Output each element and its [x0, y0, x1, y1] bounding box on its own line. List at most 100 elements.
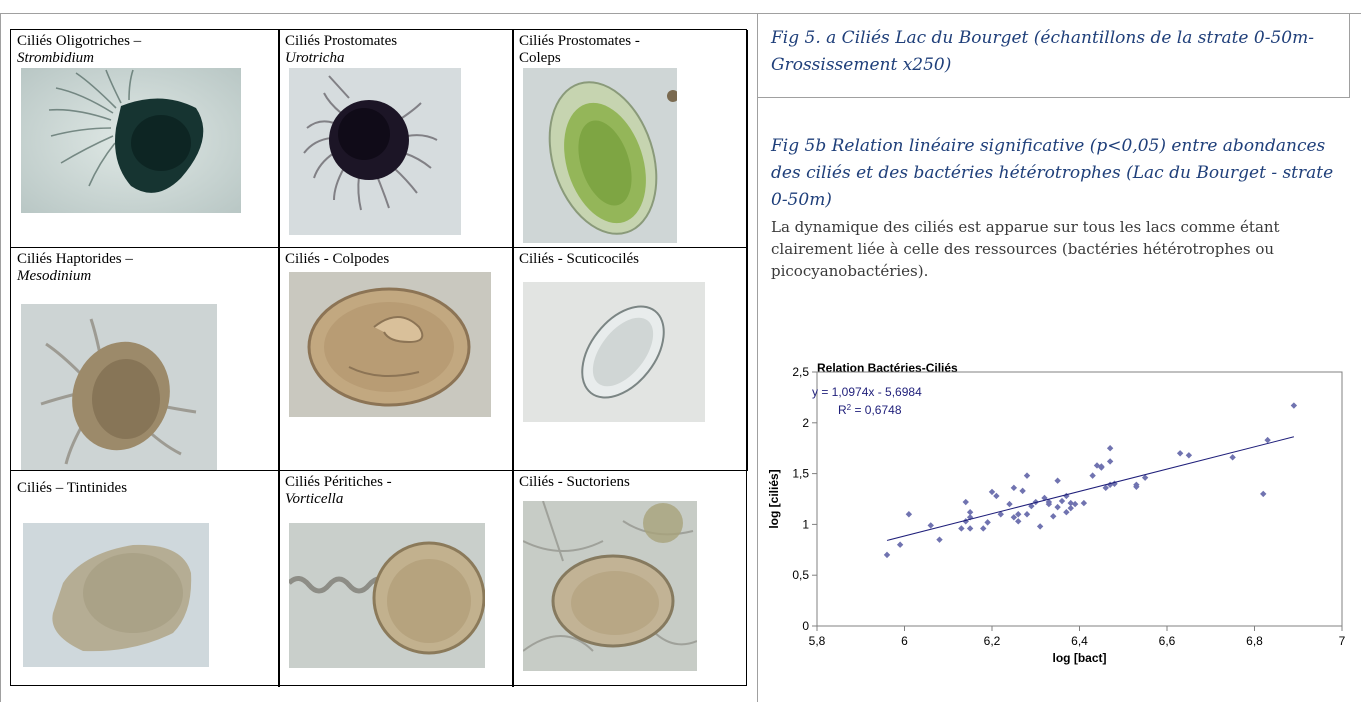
data-point	[1050, 513, 1057, 520]
x-tick-label: 6,4	[1071, 634, 1088, 648]
cell-label: Ciliés - Scuticocilés	[519, 251, 639, 267]
body-paragraph: La dynamique des ciliés est apparue sur …	[771, 218, 1280, 280]
data-point	[1102, 484, 1109, 492]
data-point	[1036, 523, 1044, 530]
page-frame-left	[0, 13, 1, 702]
y-tick-label: 1	[802, 517, 809, 531]
data-point	[1229, 454, 1236, 461]
data-point	[883, 551, 891, 559]
caption-frame-bottom	[757, 97, 1350, 98]
data-point	[1176, 450, 1184, 457]
cell-label: Ciliés Prostomates - Coleps	[519, 33, 640, 66]
data-point	[1290, 402, 1298, 409]
mesodinium-image	[21, 304, 217, 470]
data-point	[988, 488, 996, 496]
data-point	[1098, 464, 1105, 471]
trend-equation: y = 1,0974x - 5,6984	[812, 385, 922, 399]
trendline	[886, 436, 1294, 541]
y-axis-label: log [ciliés]	[767, 469, 781, 528]
table-cell: Ciliés - Suctoriens	[513, 471, 748, 687]
data-point	[1023, 472, 1031, 479]
scatter-chart: Relation Bactéries-Ciliés 00,511,522,5 5…	[767, 361, 1346, 665]
cell-label: Ciliés Prostomates Urotricha	[285, 33, 398, 66]
data-point	[927, 522, 934, 529]
data-point	[1133, 481, 1140, 488]
data-point	[980, 525, 987, 532]
cell-label: Ciliés Oligotriches – Strombidium	[17, 33, 142, 66]
x-tick-label: 7	[1339, 634, 1346, 648]
table-cell: Ciliés Prostomates - Coleps	[513, 30, 748, 248]
data-point	[962, 518, 969, 525]
data-point	[958, 525, 965, 532]
page-frame-divider	[757, 13, 758, 702]
data-point	[1015, 511, 1022, 518]
plot-area	[816, 371, 1343, 627]
y-tick-label: 0,5	[792, 568, 809, 582]
data-point	[1023, 511, 1031, 518]
data-point	[1106, 458, 1114, 465]
data-point	[1054, 477, 1061, 484]
r-squared-label: R2 = 0,6748	[838, 403, 902, 418]
data-point	[1015, 518, 1022, 525]
scuticocilies-image	[523, 282, 705, 422]
data-point	[1054, 503, 1061, 511]
x-tick-label: 6,8	[1246, 634, 1263, 648]
data-point	[966, 514, 974, 521]
data-point	[936, 536, 943, 543]
ciliate-image-table: Ciliés Oligotriches – Strombidium Ciliés …	[10, 29, 748, 687]
data-point	[984, 519, 991, 526]
data-point	[1045, 500, 1053, 508]
data-point	[1185, 452, 1193, 459]
data-point	[1260, 490, 1267, 498]
table-cell: Ciliés – Tintinides	[11, 471, 279, 687]
x-tick-label: 6,6	[1159, 634, 1176, 648]
tintinides-image	[23, 523, 209, 667]
caption-frame-right	[1349, 13, 1350, 98]
data-point	[1019, 487, 1026, 495]
x-tick-label: 6	[901, 634, 908, 648]
data-point	[1067, 504, 1074, 512]
data-point	[1071, 500, 1079, 508]
data-point	[1010, 484, 1018, 492]
data-point	[896, 541, 904, 548]
data-point	[1089, 472, 1096, 479]
data-point	[1264, 436, 1271, 444]
cell-label: Ciliés Péritiches - Vorticella	[285, 474, 392, 507]
data-point	[966, 509, 974, 516]
data-point	[1080, 499, 1088, 507]
table-cell: Ciliés - Colpodes	[279, 248, 513, 471]
r-squared-sup: 2	[847, 403, 852, 412]
grid-line	[279, 30, 280, 687]
y-tick-label: 2,5	[792, 365, 809, 379]
coleps-image	[523, 68, 677, 243]
x-tick-label: 5,8	[809, 634, 826, 648]
table-cell: Ciliés - Scuticocilés	[513, 248, 748, 471]
table-cell: Ciliés Oligotriches – Strombidium	[11, 30, 279, 248]
cell-label: Ciliés - Colpodes	[285, 251, 390, 267]
page-frame-top	[0, 13, 1361, 14]
vorticella-image	[289, 523, 485, 668]
y-tick-label: 1,5	[792, 467, 809, 481]
x-axis-label: log [bact]	[1053, 651, 1107, 665]
y-tick-label: 2	[802, 416, 809, 430]
cell-label: Ciliés – Tintinides	[17, 480, 128, 496]
grid-line	[513, 30, 514, 687]
table-cell: Ciliés Prostomates Urotricha	[279, 30, 513, 248]
table-cell: Ciliés Haptorides – Mesodinium	[11, 248, 279, 471]
y-tick-label: 0	[802, 619, 809, 633]
strombidium-image	[21, 68, 241, 213]
data-point	[905, 511, 913, 518]
cell-label: Ciliés Haptorides – Mesodinium	[17, 251, 133, 284]
data-point	[1093, 462, 1101, 469]
r-squared-value: = 0,6748	[851, 403, 902, 417]
data-point	[997, 511, 1004, 518]
cell-label: Ciliés - Suctoriens	[519, 474, 630, 490]
r-squared-r: R	[838, 403, 847, 417]
data-point	[966, 525, 974, 532]
data-point	[993, 492, 1000, 500]
data-point	[1006, 500, 1013, 508]
figure-caption-5b: Fig 5b Relation linéaire significative (…	[771, 136, 1334, 210]
figure-caption-5a: Fig 5. a Ciliés Lac du Bourget (échantil…	[771, 28, 1314, 75]
data-point	[1063, 509, 1070, 516]
data-point	[962, 498, 969, 506]
